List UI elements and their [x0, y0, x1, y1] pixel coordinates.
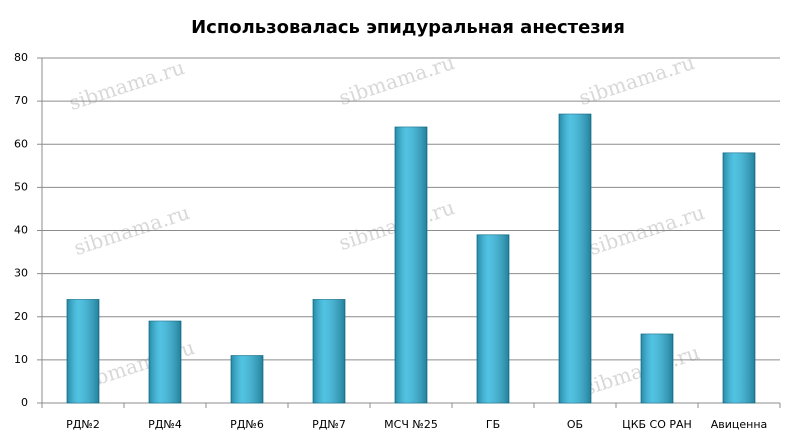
bar-shade — [231, 355, 263, 403]
bar-shade — [313, 299, 345, 403]
bar-shade — [395, 127, 427, 403]
chart-title: Использовалась эпидуральная анестезия — [191, 17, 625, 38]
y-tick-label: 10 — [14, 353, 28, 366]
y-tick-label: 30 — [14, 267, 28, 280]
x-tick-label: РД№2 — [66, 418, 100, 431]
x-tick-label: ГБ — [486, 418, 500, 431]
bar-shade — [477, 234, 509, 403]
watermark: sibmama.ru — [66, 55, 188, 115]
bar-shade — [559, 114, 591, 403]
x-tick-label: РД№4 — [148, 418, 182, 431]
x-tick-label: ОБ — [567, 418, 583, 431]
y-tick-label: 50 — [14, 180, 28, 193]
y-tick-label: 0 — [21, 396, 28, 409]
bar-shade — [723, 152, 755, 403]
y-tick-label: 80 — [14, 51, 28, 64]
bar-shade — [149, 321, 181, 403]
bar-shade — [641, 334, 673, 403]
x-tick-label: РД№6 — [230, 418, 264, 431]
x-tick-label: Авиценна — [711, 418, 768, 431]
y-tick-label: 60 — [14, 137, 28, 150]
x-tick-label: МСЧ №25 — [384, 418, 438, 431]
x-tick-label: РД№7 — [312, 418, 346, 431]
x-tick-label: ЦКБ СО РАН — [622, 418, 692, 431]
y-tick-label: 40 — [14, 224, 28, 237]
y-tick-label: 70 — [14, 94, 28, 107]
y-tick-label: 20 — [14, 310, 28, 323]
bar-shade — [67, 299, 99, 403]
